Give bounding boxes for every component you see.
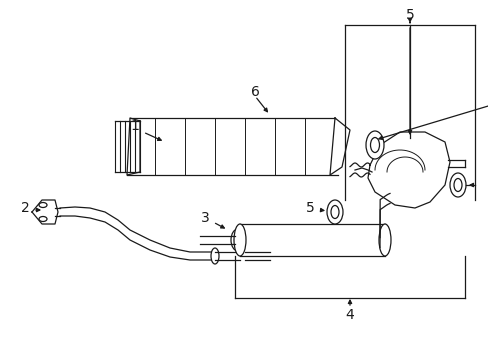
- Ellipse shape: [230, 229, 244, 251]
- Polygon shape: [367, 132, 449, 208]
- Polygon shape: [329, 118, 349, 175]
- Ellipse shape: [378, 224, 390, 256]
- Ellipse shape: [234, 224, 245, 256]
- Ellipse shape: [449, 173, 465, 197]
- Ellipse shape: [39, 202, 47, 207]
- Text: 5: 5: [405, 8, 413, 22]
- Text: 3: 3: [200, 211, 209, 225]
- Text: 4: 4: [345, 308, 354, 322]
- Ellipse shape: [234, 234, 241, 246]
- Polygon shape: [240, 224, 384, 256]
- Ellipse shape: [39, 216, 47, 221]
- Polygon shape: [127, 118, 140, 175]
- Ellipse shape: [365, 131, 383, 159]
- Polygon shape: [32, 200, 58, 224]
- Ellipse shape: [210, 248, 219, 264]
- Ellipse shape: [370, 138, 379, 153]
- Ellipse shape: [330, 206, 338, 219]
- Text: 5: 5: [305, 201, 314, 215]
- Ellipse shape: [453, 179, 461, 192]
- Text: 1: 1: [130, 119, 139, 133]
- Text: 6: 6: [250, 85, 259, 99]
- Text: 2: 2: [20, 201, 29, 215]
- Ellipse shape: [326, 200, 342, 224]
